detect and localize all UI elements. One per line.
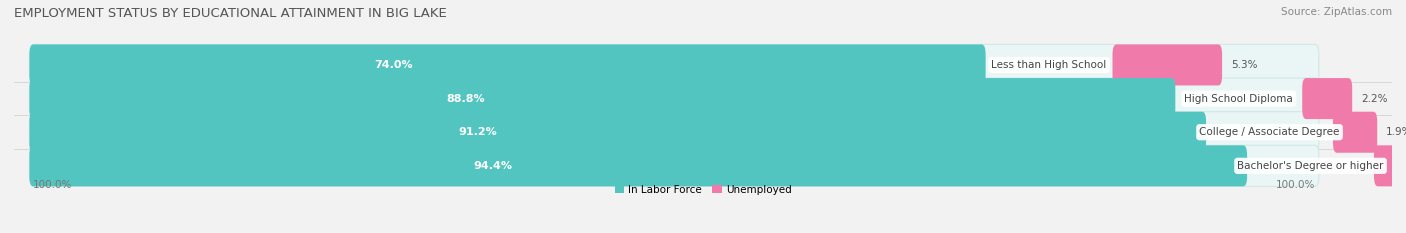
- Text: 2.2%: 2.2%: [1361, 94, 1388, 104]
- Text: 5.3%: 5.3%: [1232, 60, 1257, 70]
- FancyBboxPatch shape: [30, 112, 1319, 153]
- FancyBboxPatch shape: [30, 145, 1247, 186]
- Text: 1.9%: 1.9%: [1386, 127, 1406, 137]
- FancyBboxPatch shape: [1302, 78, 1353, 119]
- FancyBboxPatch shape: [30, 45, 1319, 86]
- FancyBboxPatch shape: [1374, 145, 1406, 186]
- Text: EMPLOYMENT STATUS BY EDUCATIONAL ATTAINMENT IN BIG LAKE: EMPLOYMENT STATUS BY EDUCATIONAL ATTAINM…: [14, 7, 447, 20]
- Text: Less than High School: Less than High School: [991, 60, 1107, 70]
- FancyBboxPatch shape: [30, 78, 1319, 119]
- FancyBboxPatch shape: [30, 112, 1206, 153]
- Text: 88.8%: 88.8%: [447, 94, 485, 104]
- Text: College / Associate Degree: College / Associate Degree: [1199, 127, 1340, 137]
- Text: 100.0%: 100.0%: [1275, 180, 1315, 190]
- FancyBboxPatch shape: [1333, 112, 1378, 153]
- Text: Source: ZipAtlas.com: Source: ZipAtlas.com: [1281, 7, 1392, 17]
- Text: 94.4%: 94.4%: [474, 161, 513, 171]
- Text: 74.0%: 74.0%: [374, 60, 413, 70]
- Text: 100.0%: 100.0%: [34, 180, 73, 190]
- Text: 91.2%: 91.2%: [458, 127, 496, 137]
- FancyBboxPatch shape: [1112, 45, 1222, 86]
- FancyBboxPatch shape: [30, 45, 986, 86]
- Text: High School Diploma: High School Diploma: [1184, 94, 1294, 104]
- FancyBboxPatch shape: [30, 78, 1175, 119]
- FancyBboxPatch shape: [30, 145, 1319, 186]
- Text: Bachelor's Degree or higher: Bachelor's Degree or higher: [1237, 161, 1384, 171]
- Legend: In Labor Force, Unemployed: In Labor Force, Unemployed: [610, 181, 796, 199]
